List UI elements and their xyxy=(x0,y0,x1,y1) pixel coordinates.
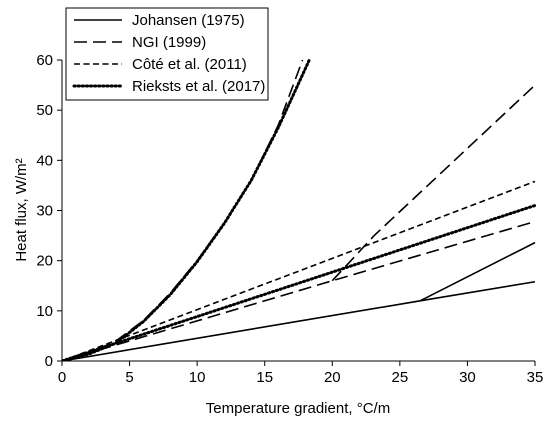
y-axis-title: Heat flux, W/m² xyxy=(13,158,30,261)
x-tick-label: 15 xyxy=(256,369,273,386)
series-line-1-2 xyxy=(419,241,536,302)
y-tick-label: 40 xyxy=(36,152,53,169)
y-tick-label: 20 xyxy=(36,253,53,270)
x-tick-label: 0 xyxy=(58,369,66,386)
legend-label-4: Rieksts et al. (2017) xyxy=(132,78,265,95)
legend-label-1: Johansen (1975) xyxy=(132,12,245,29)
series-line-4-1 xyxy=(62,203,537,361)
series-line-1-1 xyxy=(62,280,536,361)
x-axis-title: Temperature gradient, °C/m xyxy=(206,400,390,417)
y-tick-label: 10 xyxy=(36,303,53,320)
legend-label-2: NGI (1999) xyxy=(132,34,206,51)
x-tick-label: 5 xyxy=(125,369,133,386)
plot-area xyxy=(62,59,537,361)
x-tick-label: 20 xyxy=(324,369,341,386)
y-tick-label: 60 xyxy=(36,52,53,69)
legend: Johansen (1975) NGI (1999) Côté et al. (20… xyxy=(65,7,269,101)
x-tick-label: 25 xyxy=(392,369,409,386)
legend-label-3: Côté et al. (2011) xyxy=(132,56,247,73)
y-tick-label: 30 xyxy=(36,203,53,220)
series-line-4-2 xyxy=(62,59,311,361)
series-line-2-2 xyxy=(331,84,536,282)
series-line-3-1 xyxy=(62,180,536,361)
series-line-2-1 xyxy=(62,220,536,361)
x-tick-label: 30 xyxy=(459,369,476,386)
y-tick-label: 0 xyxy=(45,353,53,370)
axes: 0 5 10 15 20 25 30 35 0 10 20 30 40 50 60 xyxy=(36,52,543,386)
x-tick-label: 10 xyxy=(189,369,206,386)
y-tick-label: 50 xyxy=(36,102,53,119)
x-tick-label: 35 xyxy=(527,369,544,386)
